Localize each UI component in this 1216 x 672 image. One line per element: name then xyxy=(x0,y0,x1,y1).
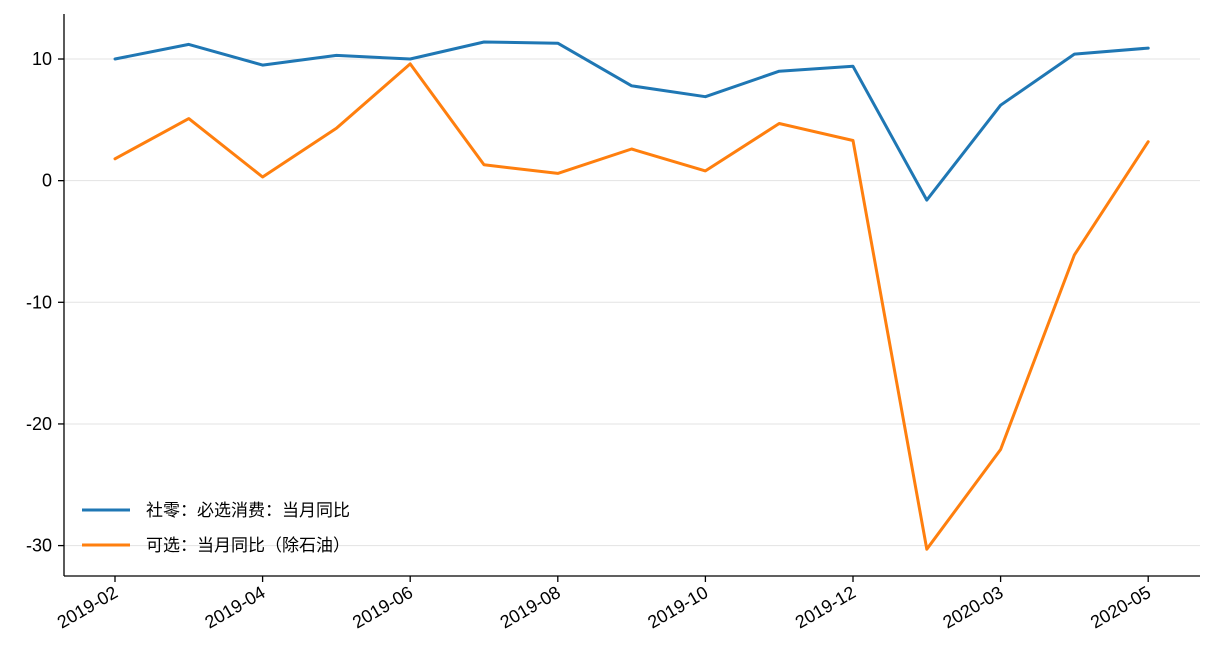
series-line-2 xyxy=(113,62,1150,551)
y-tick-label: 10 xyxy=(32,49,52,69)
y-tick-label: -30 xyxy=(26,536,52,556)
x-tick-label: 2019-02 xyxy=(54,582,121,632)
legend-label-series-2: 可选：当月同比（除石油） xyxy=(146,536,350,556)
x-tick-label: 2019-12 xyxy=(792,582,859,632)
series-line-1 xyxy=(113,40,1150,202)
x-tick-label: 2019-08 xyxy=(497,582,564,632)
y-ticks: 10 0 -10 -20 -30 xyxy=(26,49,64,556)
x-tick-label: 2020-05 xyxy=(1087,582,1154,632)
legend: 社零：必选消费：当月同比 可选：当月同比（除石油） xyxy=(82,501,350,556)
y-tick-label: -10 xyxy=(26,292,52,312)
x-tick-label: 2019-06 xyxy=(349,582,416,632)
y-tick-label: -20 xyxy=(26,414,52,434)
axes xyxy=(63,14,1200,577)
grid-lines xyxy=(64,58,1200,547)
x-tick-label: 2020-03 xyxy=(939,582,1006,632)
series-lines xyxy=(113,40,1150,551)
x-tick-label: 2019-04 xyxy=(201,582,268,632)
legend-label-series-1: 社零：必选消费：当月同比 xyxy=(146,501,350,521)
y-tick-label: 0 xyxy=(42,171,52,191)
x-tick-label: 2019-10 xyxy=(644,582,711,632)
x-ticks: 2019-02 2019-04 2019-06 2019-08 2019-10 2019-… xyxy=(54,576,1154,632)
